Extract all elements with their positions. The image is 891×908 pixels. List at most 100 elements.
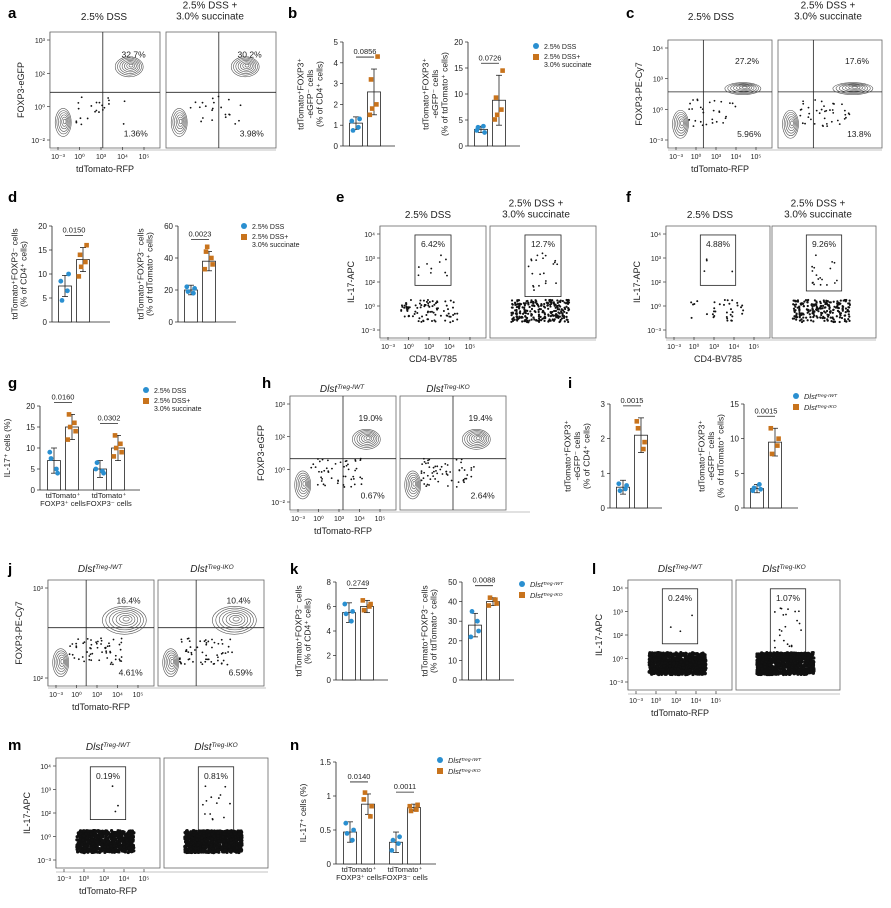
- l-plot-left-event: [704, 659, 707, 662]
- h-xtick-label: 10⁴: [354, 516, 365, 523]
- chart-d1-point: [78, 253, 83, 258]
- l-plot-right-gate-event: [794, 611, 796, 613]
- f-plot-left-gate-value: 4.88%: [706, 239, 731, 249]
- m-plot-right-gate-event: [223, 817, 225, 819]
- e-plot-right-gate-event: [545, 280, 547, 282]
- e-plot-left-event: [425, 314, 427, 316]
- h-plot-right-event: [470, 467, 472, 469]
- l-plot-right-event: [783, 665, 786, 668]
- h-plot-left-event: [348, 468, 350, 470]
- c-plot-right-event: [844, 114, 846, 116]
- e-plot-right-gate-event: [528, 266, 530, 268]
- h-plot-left-event: [321, 478, 323, 480]
- l-plot-right-gate-event: [787, 608, 789, 610]
- c-plot-left-event: [705, 124, 707, 126]
- e-plot-right-event: [541, 318, 543, 320]
- j-plot-right-event: [228, 646, 230, 648]
- e-plot-right-event: [549, 300, 551, 302]
- f-plot-right-event: [823, 299, 825, 301]
- l-plot-left-event: [685, 662, 688, 665]
- j-plot-right-event: [184, 663, 186, 665]
- h-plot-right-event: [436, 465, 438, 467]
- j-plot-right-event: [226, 664, 228, 666]
- m-plot-right-event: [217, 831, 220, 834]
- e-plot-right-gate-event: [531, 260, 533, 262]
- j-plot-left-event: [83, 661, 85, 663]
- h-plot-right-event: [439, 469, 441, 471]
- c-plot-left-event: [732, 102, 734, 104]
- l-plot-right-event: [762, 654, 765, 657]
- f-plot-left-event: [732, 311, 734, 313]
- l-plot-right-event: [798, 662, 801, 665]
- h-plot-right-event: [425, 485, 427, 487]
- chart-b1-ytick-label: 4: [334, 59, 339, 68]
- f-xtick-label: 10³: [709, 344, 720, 351]
- m-plot-right-gate-event: [204, 813, 206, 815]
- j-left-ytick-label: 10²: [33, 676, 44, 683]
- e-left-ytick-label: 10⁰: [364, 303, 375, 311]
- l-title-right: DlstTreg-IKO: [762, 564, 805, 576]
- h-title-right: DlstTreg-IKO: [426, 384, 469, 396]
- c-plot-left-event: [711, 118, 713, 120]
- m-plot-left-event: [127, 846, 130, 849]
- h-plot-right-event: [427, 462, 429, 464]
- chart-g-point: [93, 467, 98, 472]
- chart-i1-point: [624, 483, 629, 488]
- f-plot-right-gate-event: [811, 270, 813, 272]
- m-plot-left-event: [121, 831, 124, 834]
- m-plot-right-event: [211, 837, 214, 840]
- f-plot-right-gate-event: [816, 274, 818, 276]
- e-plot-right-event: [523, 302, 525, 304]
- l-plot-right-event: [789, 655, 792, 658]
- m-plot-right-event: [197, 851, 200, 854]
- a-plot-right-event: [205, 105, 207, 107]
- f-plot-left-event: [740, 306, 742, 308]
- l-plot-left-event: [704, 664, 707, 667]
- m-plot-right-event: [184, 840, 187, 843]
- j-plot-right-event: [210, 661, 212, 663]
- f-plot-right-event: [807, 299, 809, 301]
- c-plot-left-event: [722, 122, 724, 124]
- h-plot-right-event: [434, 478, 436, 480]
- m-plot-left-event: [90, 838, 93, 841]
- l-left-ytick-label: 10⁻³: [609, 680, 623, 687]
- e-plot-right-event: [516, 319, 518, 321]
- l-plot-right-event: [798, 668, 801, 671]
- f-plot-right-event: [799, 319, 801, 321]
- l-plot-right-event: [807, 664, 810, 667]
- h-plot-left-event: [359, 459, 361, 461]
- l-plot-left-event: [696, 652, 699, 655]
- m-plot-right-event: [230, 848, 233, 851]
- chart-d1-pvalue: 0.0150: [63, 226, 86, 235]
- h-plot-left-event: [317, 484, 319, 486]
- c-left-ytick-label: 10⁰: [652, 106, 663, 114]
- c-plot-right-q-lower: 13.8%: [847, 129, 872, 139]
- j-plot-left-event: [89, 647, 91, 649]
- l-plot-left-event: [668, 653, 671, 656]
- l-plot-left-event: [676, 652, 679, 655]
- m-plot-left-gate-event: [117, 805, 119, 807]
- a-plot-right-event: [238, 120, 240, 122]
- e-plot-right-event: [534, 311, 536, 313]
- h-plot-right-event: [461, 459, 463, 461]
- e-plot-left-event: [427, 318, 429, 320]
- m-plot-left-event: [93, 830, 96, 833]
- h-xtick-label: 10⁻³: [291, 516, 305, 523]
- c-plot-left-event: [702, 124, 704, 126]
- c-plot-left-event: [716, 121, 718, 123]
- j-plot-right-event: [221, 639, 223, 641]
- c-plot-right-event: [841, 103, 843, 105]
- e-title-left: 2.5% DSS: [405, 210, 451, 221]
- chart-d1-point: [79, 265, 84, 270]
- f-plot-right-event: [826, 310, 828, 312]
- j-plot-left-event: [113, 639, 115, 641]
- f-plot-right-event: [849, 300, 851, 302]
- f-plot-left-event: [726, 320, 728, 322]
- chart-g-point: [118, 442, 123, 447]
- m-plot-left-event: [112, 836, 115, 839]
- f-plot-right-gate-event: [817, 278, 819, 280]
- h-xlabel: tdTomato-RFP: [314, 526, 372, 536]
- f-plot-right-event: [821, 307, 823, 309]
- j-plot-right-event: [196, 646, 198, 648]
